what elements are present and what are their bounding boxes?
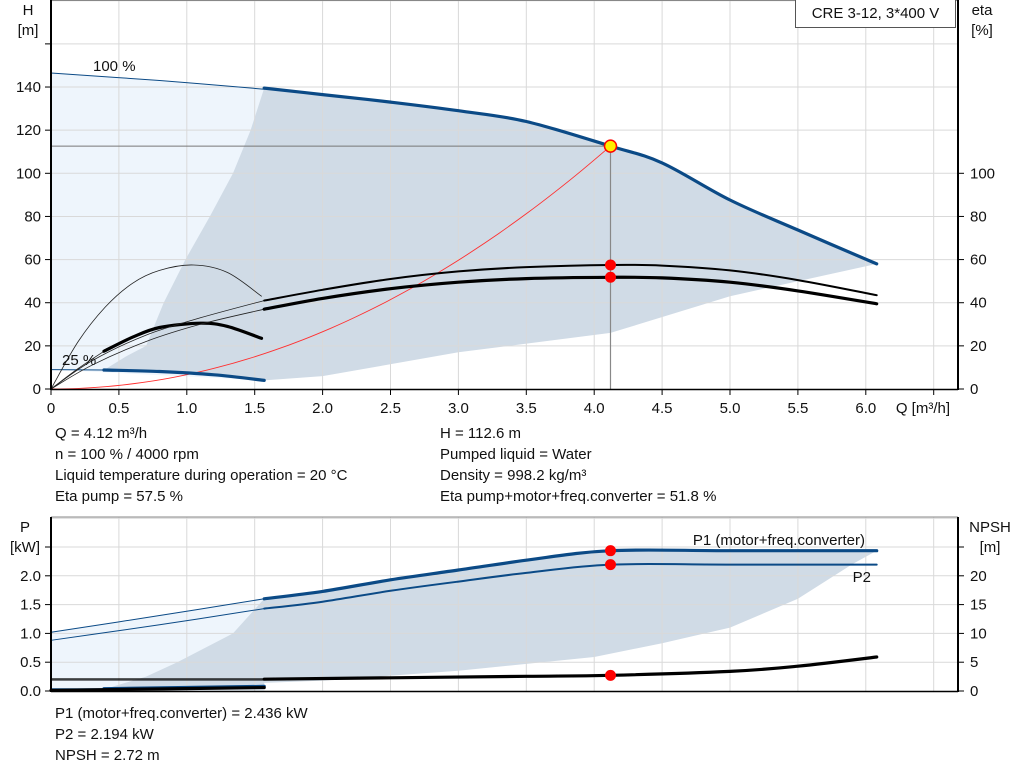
y-tick-label: 60 <box>24 252 41 269</box>
npsh-axis-title: NPSH <box>969 519 1011 536</box>
series-eta-total-100 <box>262 275 879 311</box>
duty-point-eta-pump <box>604 259 616 271</box>
system-curve <box>50 145 611 390</box>
x-tick-label: 6.0 <box>855 400 876 417</box>
info-eta-pump: Eta pump = 57.5 % <box>55 488 183 505</box>
series-p1 <box>262 548 879 601</box>
y-axis-title: H <box>23 2 34 19</box>
duty-point-npsh <box>604 669 616 681</box>
p1-series-label: P1 (motor+freq.converter) <box>693 532 865 549</box>
x-tick-label: 5.0 <box>720 400 741 417</box>
p2-series-label: P2 <box>853 569 871 586</box>
speed-label-25: 25 % <box>62 352 96 369</box>
info-npsh: NPSH = 2.72 m <box>55 747 160 764</box>
npsh-tick-label: 0 <box>970 683 978 700</box>
x-tick-label: 1.0 <box>176 400 197 417</box>
info-speed: n = 100 % / 4000 rpm <box>55 446 199 463</box>
series-eta-pump-25 <box>50 264 262 390</box>
npsh-axis-unit: [m] <box>980 539 1001 556</box>
info-temperature: Liquid temperature during operation = 20… <box>55 467 348 484</box>
npsh-tick-label: 15 <box>970 597 987 614</box>
y-tick-label: 20 <box>24 338 41 355</box>
series-eta-total-25 <box>102 321 264 353</box>
x-tick-label: 3.5 <box>516 400 537 417</box>
info-eta-total: Eta pump+motor+freq.converter = 51.8 % <box>440 488 717 505</box>
x-tick-label: 3.0 <box>448 400 469 417</box>
model-label: CRE 3-12, 3*400 V <box>795 0 956 28</box>
x-tick-label: 0 <box>47 400 55 417</box>
y2-axis-title: eta <box>972 2 994 19</box>
duty-info-right: H = 112.6 m Pumped liquid = Water Densit… <box>440 423 716 507</box>
y2-tick-label: 40 <box>970 295 987 312</box>
y2-tick-label: 80 <box>970 208 987 225</box>
range-dark-area <box>104 88 877 381</box>
duty-point-head <box>603 139 618 153</box>
y-tick-label: 120 <box>16 122 41 139</box>
series-eta-pump-100 <box>263 263 878 302</box>
x-tick-label: 2.0 <box>312 400 333 417</box>
series-p2 <box>263 562 878 610</box>
series-h-25 <box>102 368 266 382</box>
duty-point-eta-total <box>604 271 616 283</box>
info-p2: P2 = 2.194 kW <box>55 726 154 743</box>
x-axis-label: Q [m³/h] <box>896 400 950 417</box>
info-head: H = 112.6 m <box>440 425 522 442</box>
p-axis-unit: [kW] <box>10 539 40 556</box>
npsh-tick-label: 10 <box>970 625 987 642</box>
duty-point-p1 <box>604 545 616 557</box>
p-axis-title: P <box>20 519 30 536</box>
npsh-tick-label: 5 <box>970 654 978 671</box>
power-info: P1 (motor+freq.converter) = 2.436 kW P2 … <box>55 703 308 766</box>
series-eta-pump-lead <box>50 300 265 390</box>
series-p2-thin <box>50 608 265 641</box>
power-range-dark-area <box>104 550 877 690</box>
y2-tick-label: 100 <box>970 165 995 182</box>
y-tick-label: 40 <box>24 295 41 312</box>
y2-tick-label: 20 <box>970 338 987 355</box>
p-tick-label: 1.5 <box>20 597 41 614</box>
series-eta-total-lead <box>50 308 265 390</box>
x-tick-label: 0.5 <box>108 400 129 417</box>
x-tick-label: 4.0 <box>584 400 605 417</box>
duty-point-p2 <box>604 559 616 571</box>
y2-tick-label: 0 <box>970 381 978 398</box>
x-tick-label: 5.5 <box>787 400 808 417</box>
info-liquid: Pumped liquid = Water <box>440 446 592 463</box>
y-tick-label: 140 <box>16 79 41 96</box>
y2-axis-unit: [%] <box>971 22 993 39</box>
p-tick-label: 0.0 <box>20 683 41 700</box>
p-tick-label: 2.0 <box>20 568 41 585</box>
series-npsh <box>262 655 879 681</box>
y-tick-label: 100 <box>16 165 41 182</box>
series-npsh-25 <box>49 685 266 693</box>
y-axis-unit: [m] <box>18 22 39 39</box>
y-tick-label: 80 <box>24 208 41 225</box>
series-h-100-thin <box>50 72 265 90</box>
info-density: Density = 998.2 kg/m³ <box>440 467 587 484</box>
series-p1-thin <box>50 598 265 633</box>
y2-tick-label: 60 <box>970 252 987 269</box>
x-tick-label: 2.5 <box>380 400 401 417</box>
info-flow: Q = 4.12 m³/h <box>55 425 148 442</box>
y-tick-label: 0 <box>33 381 41 398</box>
p-tick-label: 1.0 <box>20 625 41 642</box>
duty-info-left: Q = 4.12 m³/h n = 100 % / 4000 rpm Liqui… <box>55 423 347 507</box>
p-tick-label: 0.5 <box>20 654 41 671</box>
series-h-100 <box>262 86 879 266</box>
x-tick-label: 4.5 <box>652 400 673 417</box>
x-tick-label: 1.5 <box>244 400 265 417</box>
npsh-tick-label: 20 <box>970 568 987 585</box>
info-p1: P1 (motor+freq.converter) = 2.436 kW <box>55 705 308 722</box>
speed-label-100: 100 % <box>93 58 136 75</box>
